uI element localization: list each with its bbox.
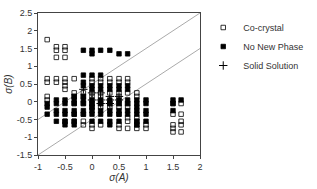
svg-text:-1: -1: [24, 132, 32, 142]
svg-text:2: 2: [197, 162, 202, 172]
svg-text:Co-crystal: Co-crystal: [243, 23, 284, 33]
svg-text:1: 1: [27, 61, 32, 71]
svg-text:No New Phase: No New Phase: [243, 42, 303, 52]
svg-text:-0.5: -0.5: [57, 162, 73, 172]
svg-text:2.5: 2.5: [20, 8, 33, 18]
svg-text:0: 0: [27, 97, 32, 107]
svg-text:1: 1: [143, 162, 148, 172]
svg-text:σ(B): σ(B): [3, 74, 14, 93]
svg-text:1.5: 1.5: [167, 162, 180, 172]
svg-text:2: 2: [27, 26, 32, 36]
svg-text:0: 0: [89, 162, 94, 172]
svg-text:0.5: 0.5: [20, 79, 33, 89]
svg-text:Solid Solution: Solid Solution: [243, 61, 298, 71]
svg-text:0.5: 0.5: [113, 162, 126, 172]
svg-text:1.5: 1.5: [20, 44, 33, 54]
svg-text:-0.5: -0.5: [17, 115, 33, 125]
svg-text:σ(A): σ(A): [109, 172, 128, 183]
svg-text:-1.5: -1.5: [17, 150, 33, 160]
svg-text:-1: -1: [34, 162, 42, 172]
